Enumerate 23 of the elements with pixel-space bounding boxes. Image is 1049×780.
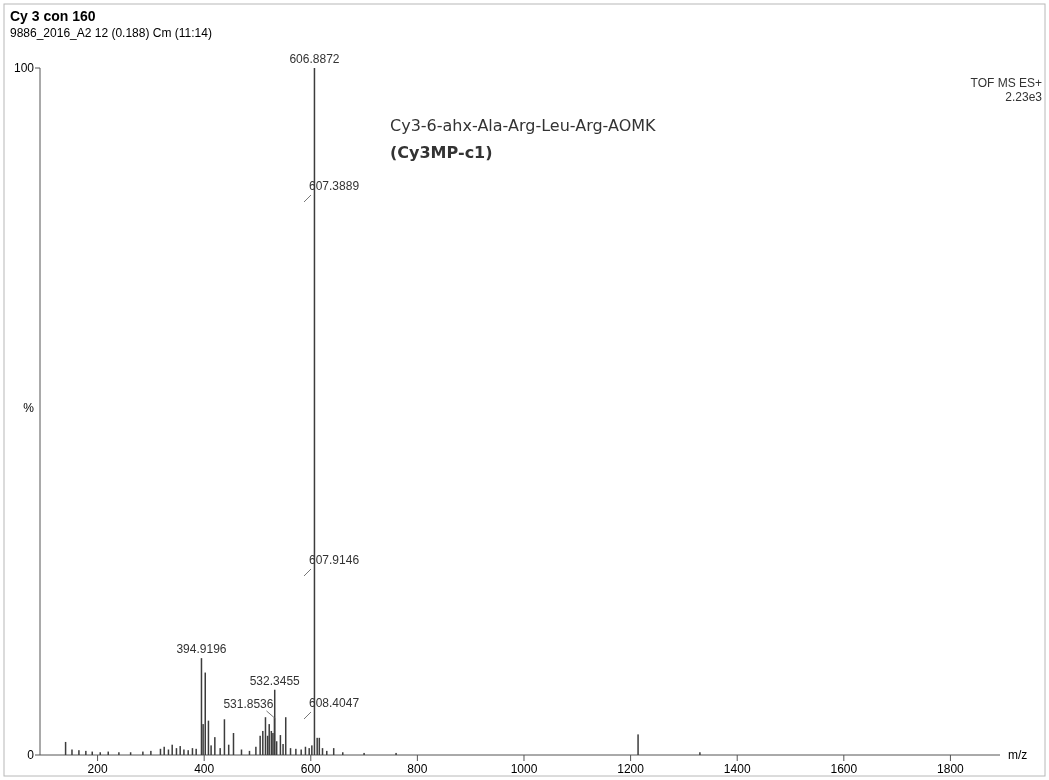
- x-tick-label: 1600: [830, 762, 858, 776]
- x-tick-label: 600: [300, 762, 322, 776]
- x-tick-label: 1000: [510, 762, 538, 776]
- y-tick-label: 0: [27, 748, 35, 763]
- chart-subtitle: 9886_2016_A2 12 (0.188) Cm (11:14): [10, 26, 212, 40]
- annotation: TOF MS ES+: [970, 76, 1042, 90]
- annotation: 394.9196: [176, 642, 227, 657]
- x-axis-title: m/z: [1008, 748, 1028, 762]
- annotation: (Cy3MP-c1): [390, 143, 493, 162]
- chart-title: Cy 3 con 160: [10, 8, 96, 24]
- y-axis-title: %: [23, 400, 35, 415]
- y-tick-label: 100: [13, 61, 35, 76]
- annotation: 606.8872: [289, 52, 340, 66]
- x-tick-label: 1400: [723, 762, 751, 776]
- x-tick-label: 1200: [617, 762, 645, 776]
- text: 2.23e3: [1005, 90, 1043, 104]
- x-tick-label: 800: [407, 762, 428, 776]
- annotation: 532.3455: [249, 673, 301, 688]
- annotation: 531.8536: [223, 696, 274, 711]
- x-tick-label: 200: [87, 762, 108, 776]
- x-tick-label: 400: [194, 762, 215, 776]
- annotation: Cy3-6-ahx-Ala-Arg-Leu-Arg-AOMK: [390, 116, 657, 135]
- x-tick-label: 1800: [937, 762, 965, 776]
